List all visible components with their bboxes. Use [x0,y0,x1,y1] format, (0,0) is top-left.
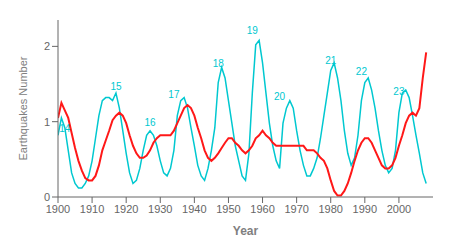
svg-text:1990: 1990 [353,203,377,215]
svg-text:2: 2 [44,40,50,52]
svg-text:1910: 1910 [80,203,104,215]
svg-text:18: 18 [213,58,225,69]
svg-text:20: 20 [274,91,286,102]
svg-text:Earthquakes Number: Earthquakes Number [17,56,29,160]
svg-text:1920: 1920 [114,203,138,215]
svg-text:2000: 2000 [387,203,411,215]
svg-text:1940: 1940 [182,203,206,215]
svg-text:1: 1 [44,116,50,128]
svg-text:23: 23 [393,86,405,97]
svg-text:16: 16 [144,117,156,128]
svg-text:Year: Year [233,224,259,238]
svg-text:1970: 1970 [284,203,308,215]
svg-text:19: 19 [247,25,259,36]
svg-text:21: 21 [325,55,337,66]
svg-text:22: 22 [356,66,368,77]
svg-text:14: 14 [59,123,71,134]
svg-text:1960: 1960 [250,203,274,215]
svg-text:1930: 1930 [148,203,172,215]
svg-text:1980: 1980 [318,203,342,215]
svg-text:17: 17 [168,89,180,100]
svg-text:1900: 1900 [46,203,70,215]
svg-text:0: 0 [44,191,50,203]
svg-text:1950: 1950 [216,203,240,215]
svg-text:15: 15 [110,81,122,92]
